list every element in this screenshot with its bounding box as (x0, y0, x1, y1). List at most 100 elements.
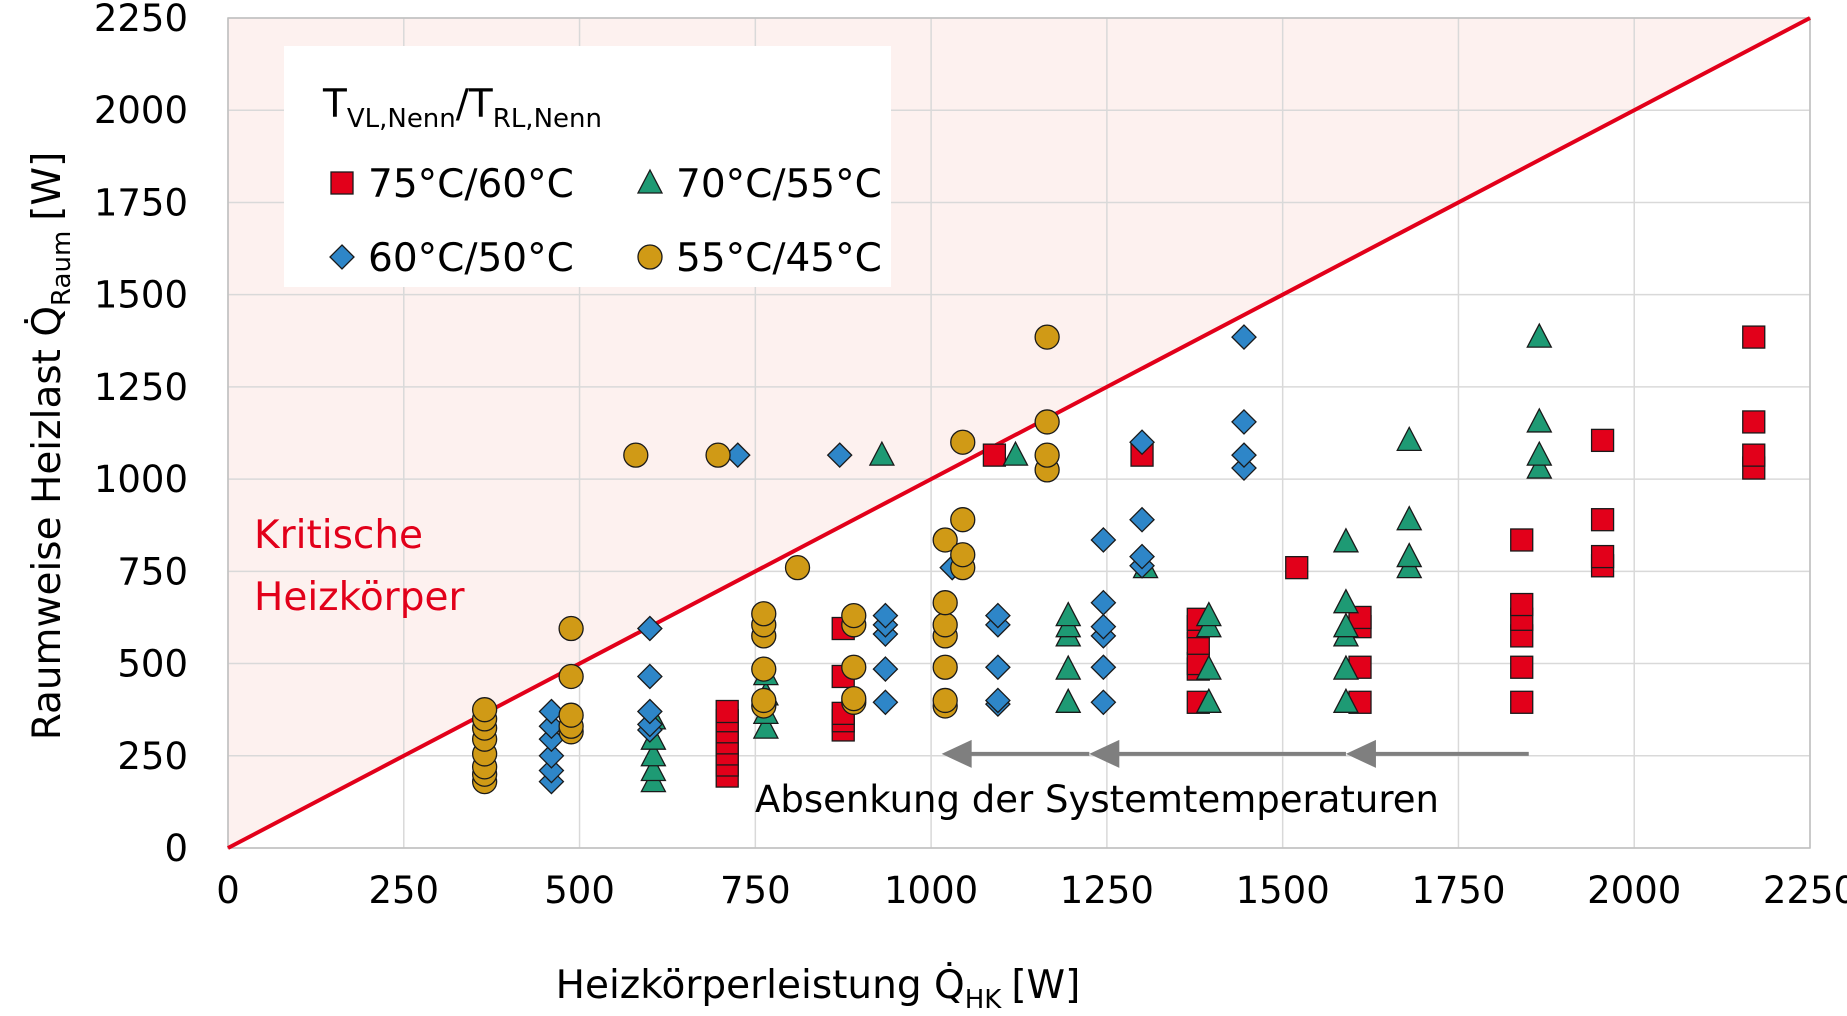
y-tick-label: 2250 (94, 0, 188, 40)
y-tick-label: 1000 (94, 458, 188, 501)
data-point-circle (1034, 409, 1060, 435)
data-point-diamond (1090, 654, 1117, 681)
data-point-circle (932, 654, 958, 680)
data-point-square (1742, 443, 1766, 467)
data-point-circle (950, 429, 976, 455)
legend: TVL,Nenn/TRL,Nenn 75°C/60°C 70°C/55°C 60°C… (284, 46, 891, 287)
y-tick-label: 0 (164, 827, 188, 870)
data-point-circle (784, 554, 811, 581)
data-point-triangle (1526, 453, 1553, 479)
data-point-circle (751, 656, 777, 682)
data-point-triangle (640, 756, 667, 782)
y-tick-label: 250 (117, 735, 188, 778)
data-point-diamond (872, 656, 899, 683)
x-tick-label: 1500 (1236, 869, 1330, 912)
data-point-diamond (1231, 409, 1257, 435)
data-point-triangle (1195, 601, 1222, 627)
data-point-diamond (636, 698, 663, 725)
x-axis-label: Heizkörperleistung Q̇HK [W] (556, 962, 1081, 1015)
data-point-triangle (1195, 687, 1222, 713)
data-point-diamond (984, 687, 1011, 714)
data-point-triangle (868, 440, 895, 466)
data-point-triangle (1055, 654, 1082, 680)
legend-label: 60°C/50°C (368, 236, 574, 281)
data-point-circle (558, 702, 584, 728)
data-point-diamond (1090, 527, 1117, 553)
data-point-diamond (984, 602, 1011, 629)
data-point-diamond (1129, 543, 1155, 570)
critical-label-line2: Heizkörper (254, 575, 465, 620)
data-point-square (1510, 592, 1534, 617)
data-point-square (1742, 410, 1766, 434)
arrow-annotation: Absenkung der Systemtemperaturen (755, 778, 1439, 821)
data-point-circle (558, 663, 584, 690)
data-point-triangle (1055, 601, 1082, 627)
data-point-triangle (1526, 440, 1553, 466)
y-tick-label: 750 (117, 550, 188, 593)
x-tick-label: 0 (216, 869, 240, 912)
data-point-diamond (984, 654, 1011, 681)
data-point-circle (932, 612, 958, 638)
legend-marker-circle (637, 244, 663, 270)
data-point-diamond (1129, 506, 1155, 533)
legend-label: 70°C/55°C (676, 162, 882, 207)
x-tick-label: 500 (544, 869, 615, 912)
plot-frame (227, 17, 1811, 849)
data-point-circle (1034, 324, 1060, 350)
y-tick-label: 500 (117, 643, 188, 686)
data-point-square (1590, 428, 1615, 453)
data-point-triangle (1055, 687, 1082, 713)
y-axis-label: Raumweise Heizlast Q̇Raum[W] (24, 152, 77, 741)
data-point-circle (471, 697, 498, 723)
data-point-circle (841, 685, 867, 712)
data-point-square (1510, 690, 1534, 714)
data-point-circle (932, 527, 958, 553)
legend-marker-triangle (636, 168, 664, 194)
arrow-head (941, 739, 972, 768)
data-point-circle (841, 602, 867, 629)
arrow-head (1345, 739, 1376, 768)
data-point-triangle (1396, 505, 1423, 531)
data-point-square (1590, 544, 1615, 569)
data-point-triangle (1195, 654, 1222, 680)
data-point-square (715, 699, 739, 724)
data-point-triangle (1332, 612, 1360, 638)
data-point-diamond (1129, 429, 1155, 456)
data-point-square (1285, 555, 1309, 580)
legend-label: 75°C/60°C (368, 162, 574, 207)
data-point-triangle (1332, 588, 1360, 614)
data-point-square (1510, 655, 1534, 679)
legend-marker-square (330, 171, 354, 195)
data-point-square (982, 443, 1007, 467)
data-point-circle (751, 601, 777, 627)
legend-label: 55°C/45°C (676, 236, 882, 281)
data-point-circle (623, 442, 649, 468)
critical-label-line1: Kritische (254, 513, 423, 558)
data-point-circle (558, 615, 584, 642)
data-point-diamond (538, 757, 565, 784)
x-tick-label: 1750 (1411, 869, 1505, 912)
x-tick-label: 250 (368, 869, 439, 912)
data-point-circle (950, 507, 976, 533)
data-point-triangle (1396, 542, 1423, 568)
data-point-diamond (636, 663, 663, 690)
data-point-square (1742, 325, 1766, 349)
temperature-arrows (941, 739, 1529, 768)
x-tick-label: 750 (720, 869, 791, 912)
legend-title: TVL,Nenn/TRL,Nenn (322, 82, 602, 134)
y-tick-label: 2000 (94, 89, 188, 132)
data-point-diamond (1090, 689, 1117, 716)
x-tick-label: 2250 (1763, 869, 1847, 912)
data-point-circle (705, 442, 731, 468)
data-point-triangle (752, 713, 779, 739)
y-axis-ticks: 0 250 500 750 1000 1250 1500 1750 2000 2250 (94, 0, 188, 870)
data-point-diamond (1090, 589, 1117, 616)
data-point-triangle (1332, 687, 1360, 713)
data-point-diamond (872, 602, 899, 629)
data-point-diamond (538, 742, 565, 769)
data-point-triangle (1332, 654, 1360, 680)
y-tick-label: 1750 (94, 181, 188, 224)
x-tick-label: 1000 (884, 869, 978, 912)
data-point-triangle (640, 741, 667, 767)
